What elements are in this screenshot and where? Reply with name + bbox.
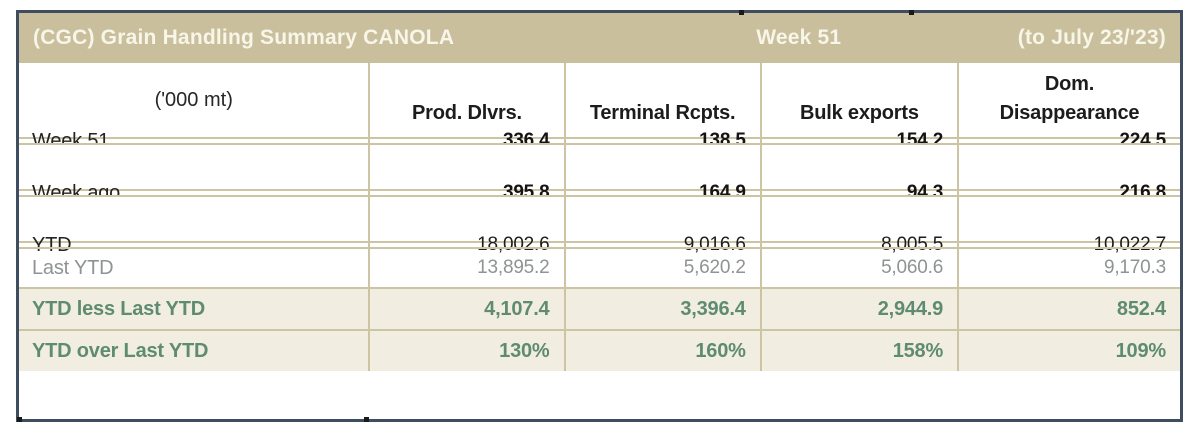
print-tick-mark <box>364 417 369 422</box>
row-label: Last YTD <box>19 247 369 287</box>
row-gap-cell <box>19 195 369 241</box>
row-gap-cell <box>563 143 760 189</box>
row-label: YTD less Last YTD <box>19 287 369 329</box>
grain-summary-table: (CGC) Grain Handling Summary CANOLA Week… <box>16 10 1183 422</box>
row-value: 13,895.2 <box>368 247 564 287</box>
column-header-bulk-exports: Bulk exports <box>759 63 957 137</box>
row-gap-cell <box>957 195 1180 241</box>
table-title-bar: (CGC) Grain Handling Summary CANOLA Week… <box>19 13 1180 63</box>
row-gap-cell <box>368 195 564 241</box>
print-tick-mark <box>739 10 744 15</box>
row-gap-cell <box>759 143 958 189</box>
row-value: 130% <box>368 329 564 371</box>
column-header-prod-dlvrs: Prod. Dlvrs. <box>368 63 563 137</box>
row-gap-cell <box>563 195 760 241</box>
row-gap-cell <box>19 143 369 189</box>
row-value: 109% <box>957 329 1180 371</box>
title-week-label: Week 51 <box>756 26 842 49</box>
row-value: 9,170.3 <box>957 247 1180 287</box>
row-value: 2,944.9 <box>759 287 958 329</box>
summary-grid: ('000 mt) Prod. Dlvrs. Terminal Rcpts. B… <box>19 63 1180 419</box>
column-header-terminal-rcpts: Terminal Rcpts. <box>563 63 760 137</box>
print-tick-mark <box>17 417 22 422</box>
table-title: (CGC) Grain Handling Summary CANOLA <box>33 26 455 49</box>
row-gap-cell <box>368 143 564 189</box>
row-label: YTD over Last YTD <box>19 329 369 371</box>
title-period-label: (to July 23/'23) <box>1017 26 1166 49</box>
row-value: 5,620.2 <box>563 247 760 287</box>
row-value: 158% <box>759 329 958 371</box>
row-value: 852.4 <box>957 287 1180 329</box>
row-value: 4,107.4 <box>368 287 564 329</box>
row-gap-cell <box>759 195 958 241</box>
row-gap-cell <box>957 143 1180 189</box>
unit-label: ('000 mt) <box>154 88 233 111</box>
row-value: 3,396.4 <box>563 287 760 329</box>
row-value: 160% <box>563 329 760 371</box>
column-header-dom-disappearance: Dom. Disappearance <box>957 63 1180 137</box>
print-tick-mark <box>909 10 914 15</box>
row-value: 5,060.6 <box>759 247 958 287</box>
